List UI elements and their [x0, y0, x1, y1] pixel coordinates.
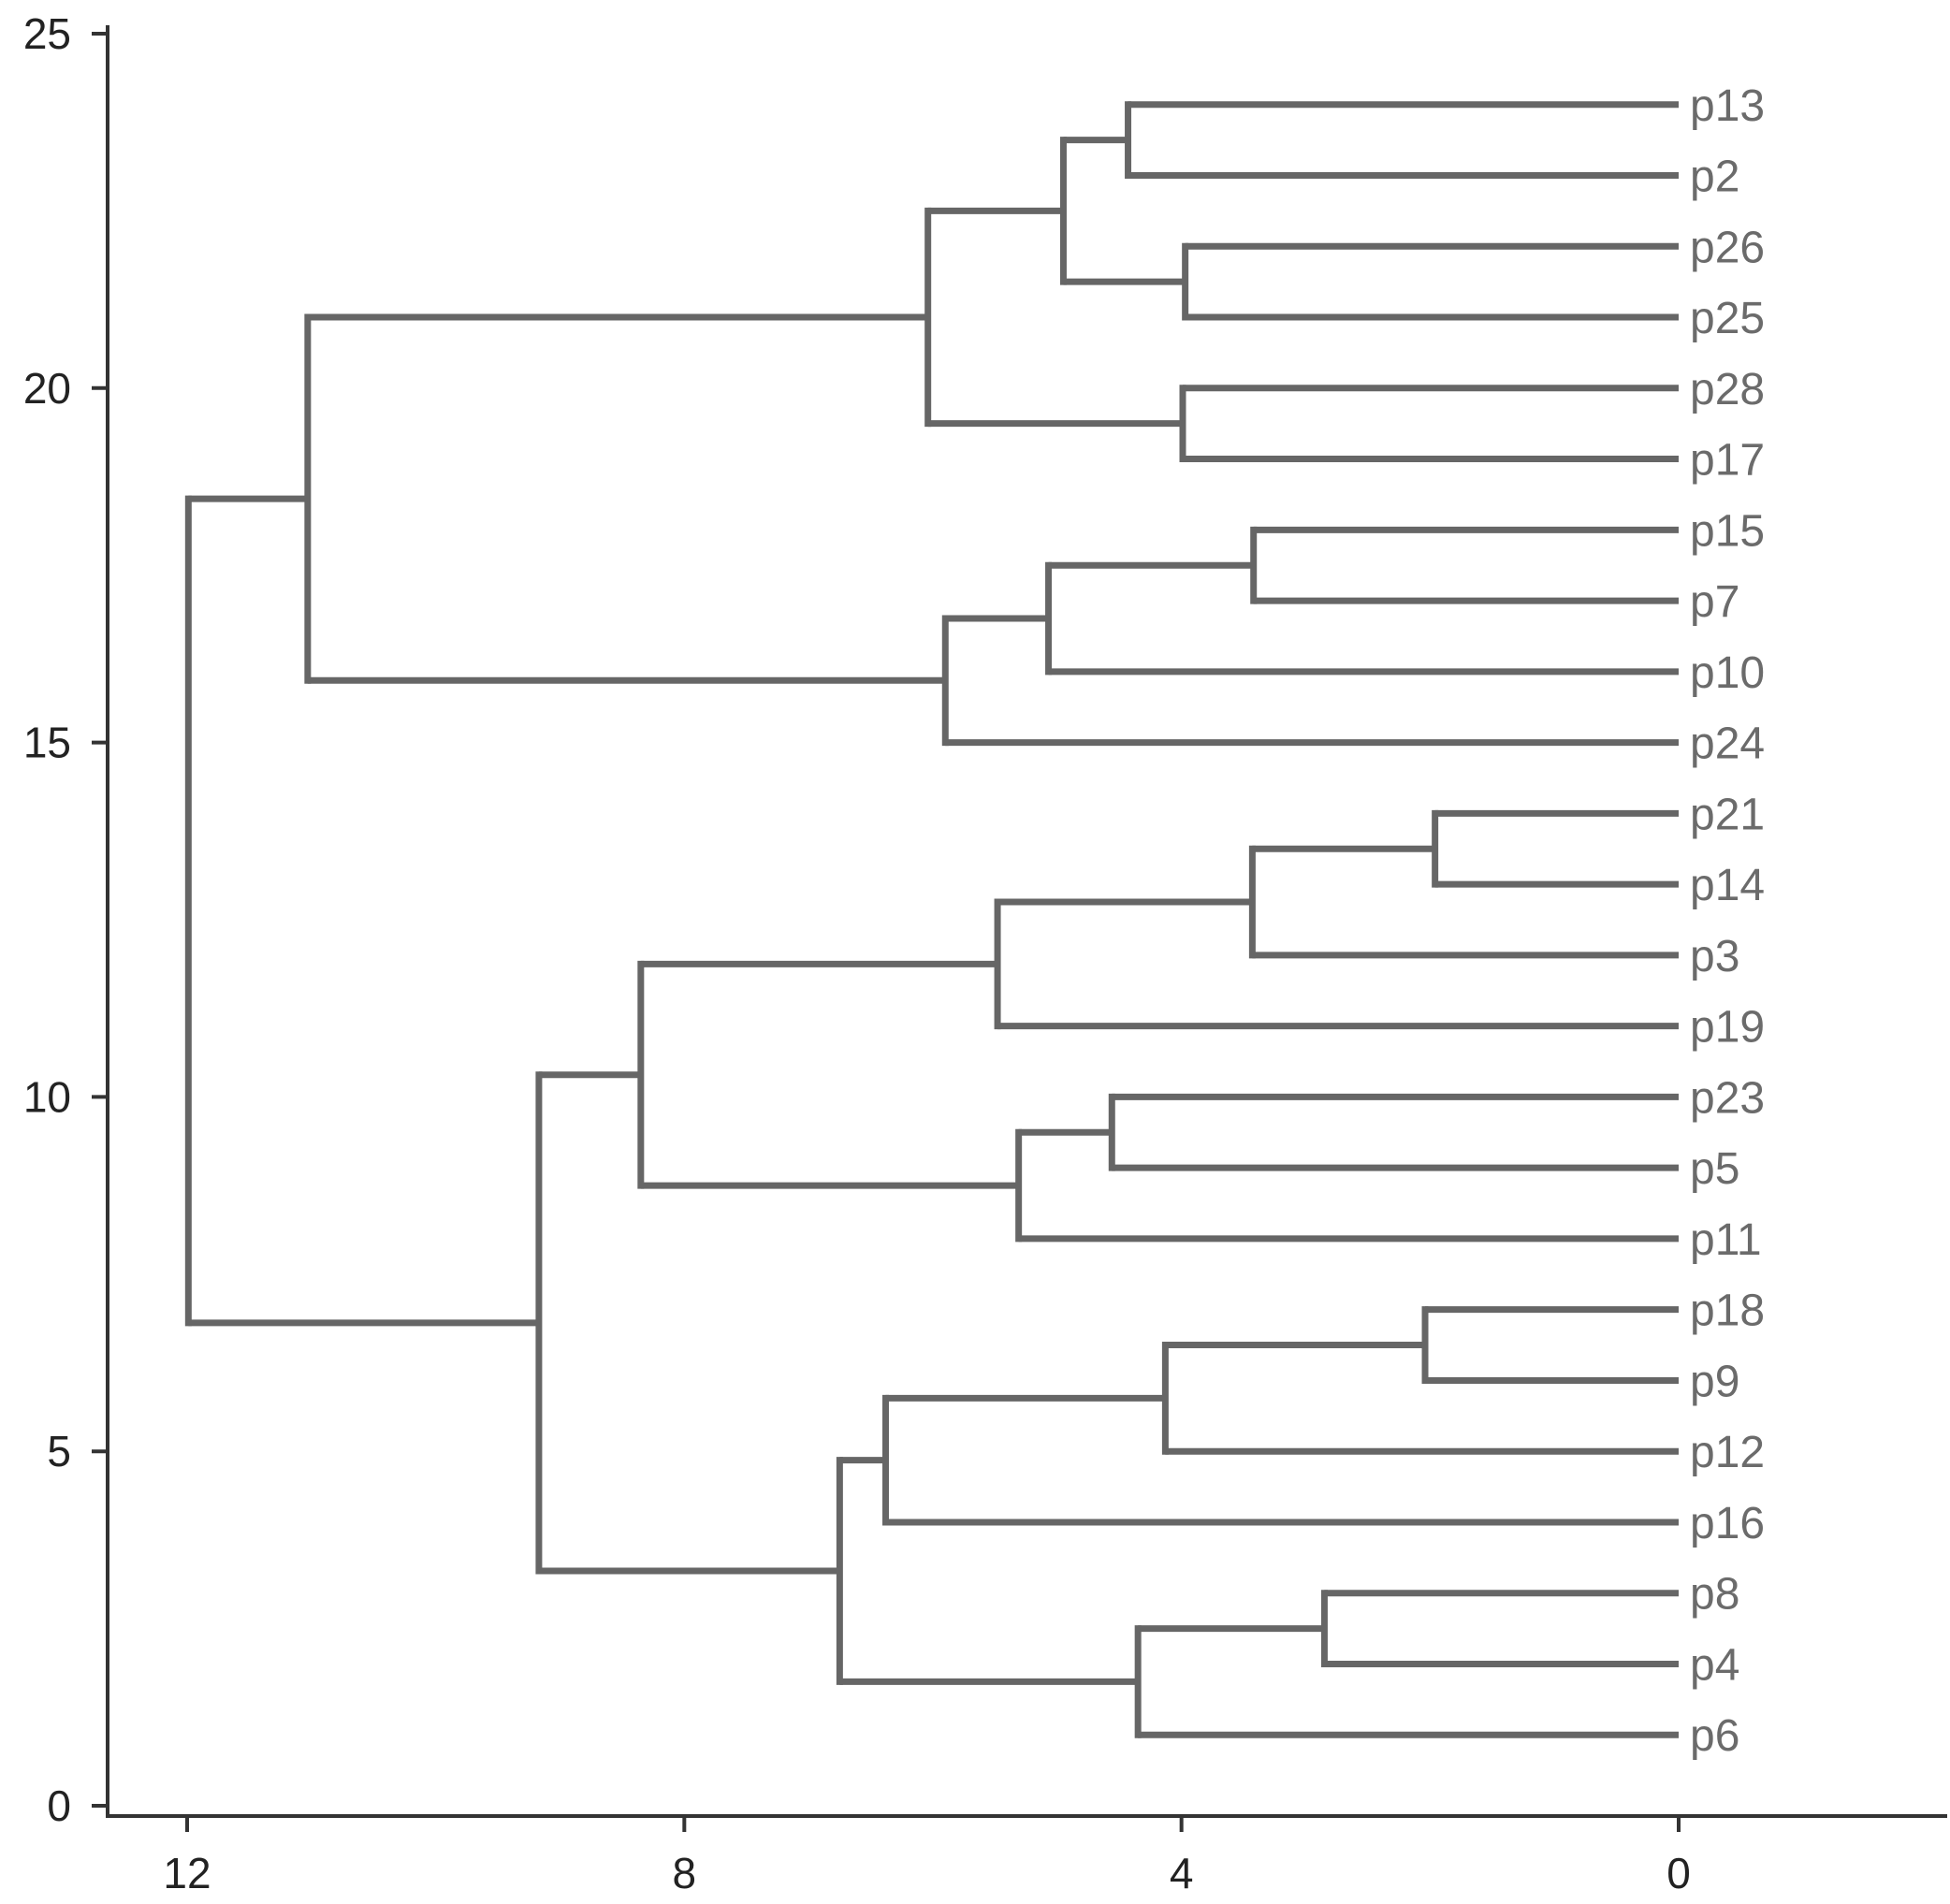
leaf-label-p19: p19: [1690, 1003, 1765, 1053]
leaf-label-p13: p13: [1690, 81, 1765, 131]
axes: [106, 25, 1947, 1818]
x-tick-label: 8: [673, 1849, 697, 1897]
leaf-label-p5: p5: [1690, 1144, 1739, 1194]
leaf-label-p25: p25: [1690, 294, 1765, 343]
leaf-label-p12: p12: [1690, 1428, 1765, 1477]
x-tick-label: 12: [163, 1849, 211, 1897]
y-tick-label: 20: [23, 364, 71, 413]
x-tick-label: 4: [1170, 1849, 1194, 1897]
y-ticks: 0 5 10 15 20 25: [23, 9, 108, 1830]
y-tick-label: 0: [47, 1781, 71, 1830]
x-ticks: 12 8 4 0: [163, 1816, 1691, 1897]
leaf-label-p24: p24: [1690, 719, 1765, 769]
y-tick-label: 25: [23, 9, 71, 58]
leaf-label-p21: p21: [1690, 790, 1765, 839]
y-tick-label: 15: [23, 719, 71, 767]
y-tick-label: 5: [47, 1427, 71, 1475]
leaf-label-p26: p26: [1690, 223, 1765, 272]
leaf-label-p15: p15: [1690, 506, 1765, 556]
leaf-label-p2: p2: [1690, 153, 1739, 202]
leaf-label-p17: p17: [1690, 436, 1765, 486]
leaf-label-p4: p4: [1690, 1640, 1739, 1690]
leaf-label-p6: p6: [1690, 1711, 1739, 1761]
leaf-label-p9: p9: [1690, 1357, 1739, 1406]
y-tick-label: 10: [23, 1072, 71, 1121]
leaf-label-p16: p16: [1690, 1499, 1765, 1548]
leaf-label-p11: p11: [1690, 1215, 1762, 1265]
leaf-label-p28: p28: [1690, 365, 1765, 414]
branches: [184, 101, 1679, 1738]
leaf-label-p7: p7: [1690, 577, 1739, 627]
x-tick-label: 0: [1666, 1849, 1691, 1897]
leaf-label-p3: p3: [1690, 932, 1739, 981]
leaf-label-p10: p10: [1690, 648, 1765, 698]
leaf-labels: p13 p2 p26 p25 p28 p17 p15 p7 p10 p24 p21 p14 p3 p19 p…: [1690, 81, 1765, 1761]
leaf-label-p14: p14: [1690, 861, 1765, 910]
leaf-label-p18: p18: [1690, 1286, 1765, 1336]
leaf-label-p23: p23: [1690, 1073, 1765, 1123]
leaf-label-p8: p8: [1690, 1570, 1739, 1620]
